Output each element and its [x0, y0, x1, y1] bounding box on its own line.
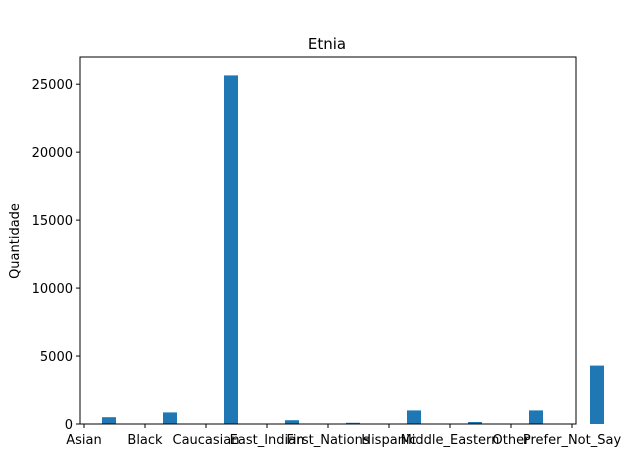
bar-first-nations [346, 422, 360, 424]
plot-frame [79, 56, 577, 425]
bar-east-indian [285, 420, 299, 424]
x-tick-label-middle-eastern: Middle_Eastern [401, 433, 500, 448]
bar-asian [102, 417, 116, 424]
y-axis-ticks: 0 5000 10000 15000 20000 25000 [32, 78, 80, 433]
x-tick-label-east-indian: East_Indian [230, 433, 305, 448]
bar-caucasian [224, 75, 238, 425]
bar-other [529, 410, 543, 424]
x-tick-label-first-nations: First_Nations [286, 433, 369, 448]
x-tick-label-other: Other [493, 433, 531, 448]
y-tick-label: 5000 [40, 350, 73, 365]
chart-title: Etnia [308, 35, 346, 53]
y-tick-label: 25000 [32, 78, 73, 93]
bar-prefer-not-say [590, 365, 604, 424]
y-tick-label: 10000 [32, 282, 73, 297]
y-tick-label: 15000 [32, 214, 73, 229]
x-tick-label-caucasian: Caucasian [173, 433, 240, 448]
x-tick-label-black: Black [127, 433, 163, 448]
x-tick-label-prefer-not-say: Prefer_Not_Say [523, 433, 622, 448]
bar-hispanic [407, 410, 421, 424]
bar-black [163, 412, 177, 424]
x-tick-label-asian: Asian [66, 433, 101, 448]
bars-group [102, 75, 604, 425]
y-axis-label: Quantidade [8, 203, 23, 279]
y-tick-label: 0 [65, 418, 73, 433]
y-tick-label: 20000 [32, 146, 73, 161]
x-axis-ticks: Asian Black CaucasianEast_IndianFirst_Nati… [66, 424, 621, 448]
bar-middle-eastern [468, 422, 482, 424]
x-tick-label-hispanic: Hispanic [361, 433, 416, 448]
